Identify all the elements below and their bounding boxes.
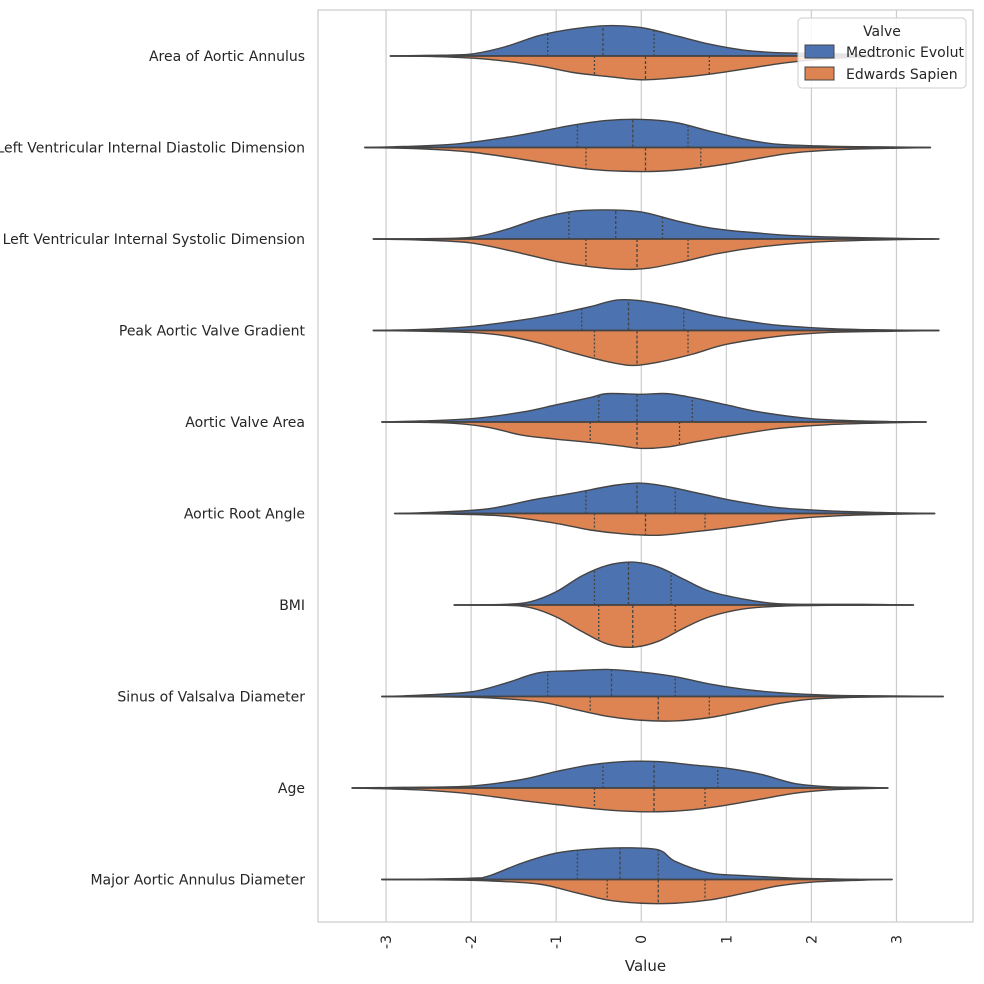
x-tick-label: -1: [549, 935, 565, 949]
violin-medtronic-2: [372, 209, 940, 240]
violin-edwards-3: [372, 329, 940, 367]
y-tick-label: Left Ventricular Internal Systolic Dimen…: [3, 232, 305, 248]
violin-edwards-2: [372, 238, 936, 271]
legend: Valve Medtronic Evolut Edwards Sapien: [797, 17, 967, 89]
x-tick-label: 3: [889, 935, 905, 944]
y-tick-label: Sinus of Valsalva Diameter: [117, 690, 305, 706]
legend-frame: [797, 17, 967, 89]
y-tick-label: Aortic Valve Area: [185, 415, 305, 431]
y-tick-label: Area of Aortic Annulus: [149, 49, 305, 65]
violin-medtronic-1: [364, 118, 932, 149]
y-tick-label: Peak Aortic Valve Gradient: [119, 324, 306, 340]
plot-frame: [317, 9, 974, 923]
x-tick-label: -3: [379, 935, 395, 949]
y-tick-label: Aortic Root Angle: [184, 507, 305, 523]
legend-swatch-edwards: [804, 66, 835, 81]
violin-medtronic-8: [351, 760, 889, 789]
violin-medtronic-7: [381, 668, 944, 698]
violin-edwards-9: [381, 878, 893, 905]
y-tick-label: BMI: [279, 598, 305, 614]
legend-label-edwards: Edwards Sapien: [846, 67, 958, 83]
x-tick-label: 0: [634, 935, 650, 944]
violins: [351, 24, 944, 905]
violin-medtronic-5: [393, 482, 936, 515]
violin-medtronic-4: [381, 392, 927, 423]
violin-edwards-5: [398, 512, 936, 537]
violin-edwards-4: [381, 421, 927, 450]
x-tick-label: 1: [719, 935, 735, 944]
legend-swatch-medtronic: [804, 44, 835, 59]
y-tick-label: Major Aortic Annulus Diameter: [90, 873, 305, 889]
x-axis-ticks: -3 -2 -1 0 1 2 3: [379, 935, 905, 949]
violin-edwards-8: [351, 787, 889, 813]
legend-title: Valve: [863, 24, 901, 40]
violin-edwards-7: [381, 695, 944, 722]
legend-label-medtronic: Medtronic Evolut: [846, 45, 964, 61]
violin-edwards-6: [453, 604, 915, 649]
x-axis-title: Value: [625, 957, 666, 975]
x-tick-label: 2: [804, 935, 820, 944]
y-tick-label: Left Ventricular Internal Diastolic Dime…: [0, 141, 305, 157]
violin-medtronic-3: [372, 298, 940, 332]
y-axis-labels: Area of Aortic Annulus Left Ventricular I…: [0, 49, 306, 889]
x-tick-label: -2: [464, 935, 480, 949]
violin-edwards-1: [364, 146, 932, 173]
y-tick-label: Age: [278, 781, 305, 797]
